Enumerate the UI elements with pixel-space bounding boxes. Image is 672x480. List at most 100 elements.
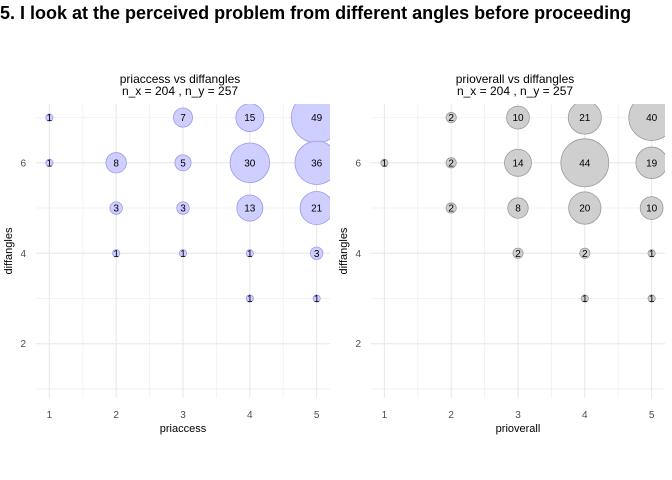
chart-2-count-label: 1: [649, 249, 655, 260]
chart-1-x-tick-label: 4: [247, 410, 253, 421]
chart-2-x-tick-label: 5: [649, 410, 655, 421]
chart-1-x-axis-label: priaccess: [160, 423, 207, 435]
chart-1-count-label: 30: [244, 158, 256, 169]
chart-1-count-label: 1: [47, 158, 53, 169]
chart-1-bubble: [299, 191, 330, 225]
chart-2-x-axis-label: prioverall: [496, 423, 541, 435]
chart-2-bubble: [380, 158, 389, 167]
chart-2-y-tick-label: 2: [355, 339, 361, 350]
chart-2-count-label: 2: [448, 158, 454, 169]
chart-2-count-label: 14: [512, 158, 524, 169]
chart-2-count-label: 21: [579, 113, 591, 124]
chart-2-x-tick-label: 3: [515, 410, 521, 421]
chart-2-count-label: 2: [582, 249, 588, 260]
chart-1-bubble: [245, 294, 254, 303]
chart-2-count-label: 2: [448, 113, 454, 124]
chart-1-x-tick-label: 2: [113, 410, 119, 421]
chart-2-count-label: 1: [582, 294, 588, 305]
chart-1-count-label: 3: [314, 249, 320, 260]
chart-2-bubble: [568, 191, 602, 225]
chart-2-bubble: [512, 247, 524, 259]
chart-2-bubble: [507, 197, 529, 219]
chart-1-y-tick-label: 4: [20, 249, 26, 260]
chart-1-count-label: 36: [311, 158, 323, 169]
chart-2-y-tick-label: 6: [355, 158, 361, 169]
chart-1-count-label: 1: [180, 249, 186, 260]
chart-1-y-axis-label: diffangles: [3, 227, 15, 274]
chart-1-bubbles: [45, 104, 330, 303]
chart-2-y-tick-label: 4: [355, 249, 361, 260]
chart-1-bubble: [109, 201, 123, 215]
chart-1-bubble: [112, 249, 121, 258]
chart-1-count-label: 49: [311, 113, 323, 124]
chart-1-count-label: 15: [244, 113, 256, 124]
chart-1-y-tick-label: 2: [20, 339, 26, 350]
chart-1-bubble: [236, 194, 264, 222]
chart-2-count-label: 8: [515, 204, 521, 215]
chart-2-bubble: [579, 247, 591, 259]
chart-2-count-label: 10: [646, 204, 658, 215]
chart-1-count-label: 13: [244, 204, 256, 215]
chart-1-bubble: [45, 158, 54, 167]
chart-1-x-tick-label: 3: [180, 410, 186, 421]
chart-2-bubble: [445, 202, 457, 214]
chart-2-subtitle: n_x = 204 , n_y = 257: [457, 84, 573, 98]
chart-1-subtitle: n_x = 204 , n_y = 257: [122, 84, 238, 98]
chart-1-bubble: [309, 246, 324, 260]
chart-2-bubble: [445, 157, 457, 169]
chart-1-bubble: [235, 104, 265, 132]
chart-1-bubble: [105, 152, 127, 174]
chart-1-count-label: 1: [113, 249, 119, 260]
chart-2-bubble: [445, 112, 457, 124]
chart-2-bubble: [567, 104, 602, 135]
chart-1-count-label: 8: [113, 158, 119, 169]
chart-2-bubble: [647, 249, 656, 258]
chart-1-bubble: [229, 142, 271, 183]
chart-1-count-label: 21: [311, 204, 323, 215]
chart-1-count-label: 1: [247, 294, 253, 305]
chart-2-bubble: [560, 138, 610, 188]
chart-1-x-tick-label: 1: [47, 410, 53, 421]
chart-2-bubble: [647, 294, 656, 303]
chart-2-count-label: 40: [646, 113, 658, 124]
chart-1-bubble: [45, 113, 54, 122]
chart-1-count-label: 1: [247, 249, 253, 260]
chart-2-count-label: 10: [512, 113, 524, 124]
chart-1-bubble: [294, 140, 330, 185]
chart-2-count-label: 1: [649, 294, 655, 305]
chart-1-y-tick-label: 6: [20, 158, 26, 169]
chart-1-bubble: [245, 249, 254, 258]
chart-2-count-label: 1: [382, 158, 388, 169]
chart-2-count-label: 20: [579, 204, 591, 215]
chart-1-bubble: [173, 107, 193, 128]
chart-2-bubble: [639, 196, 664, 220]
chart-1-count-label: 1: [47, 113, 53, 124]
chart-2-count-label: 2: [448, 204, 454, 215]
chart-2-x-tick-label: 1: [382, 410, 388, 421]
chart-1-bubble: [312, 294, 321, 303]
chart-2-bubble: [635, 146, 665, 179]
chart-2-x-tick-label: 4: [582, 410, 588, 421]
chart-2-bubbles: [380, 104, 665, 303]
chart-2-panel: 2 10 21 401 2 14 44 192 8 20 102 2 11 11 2 3 4 5246priove…: [338, 72, 665, 435]
chart-1-panel: 1 7 15 491 8 5 30 363 3 13 211 1 1 31 11 2 3 4 5246priacce…: [3, 72, 330, 435]
chart-1-count-label: 3: [180, 204, 186, 215]
chart-1-x-tick-label: 5: [314, 410, 320, 421]
chart-2-bubble: [628, 104, 665, 141]
chart-1-bubble: [178, 249, 188, 258]
page-title: 5. I look at the perceived problem from …: [0, 3, 632, 23]
chart-1-count-label: 5: [180, 158, 186, 169]
chart-2-bubble: [580, 294, 589, 303]
chart-2-title: prioverall vs diffangles: [456, 72, 575, 86]
chart-2-bubble: [506, 105, 530, 130]
chart-1-count-label: 1: [314, 294, 320, 305]
chart-1-count-label: 3: [113, 204, 119, 215]
chart-1-bubble: [176, 201, 190, 215]
chart-2-x-tick-label: 2: [448, 410, 454, 421]
chart-2-count-label: 44: [579, 158, 591, 169]
chart-1-title: priaccess vs diffangles: [120, 72, 241, 86]
chart-1-bubble: [174, 154, 192, 172]
chart-1-count-label: 7: [180, 113, 186, 124]
chart-2-y-axis-label: diffangles: [338, 227, 350, 274]
